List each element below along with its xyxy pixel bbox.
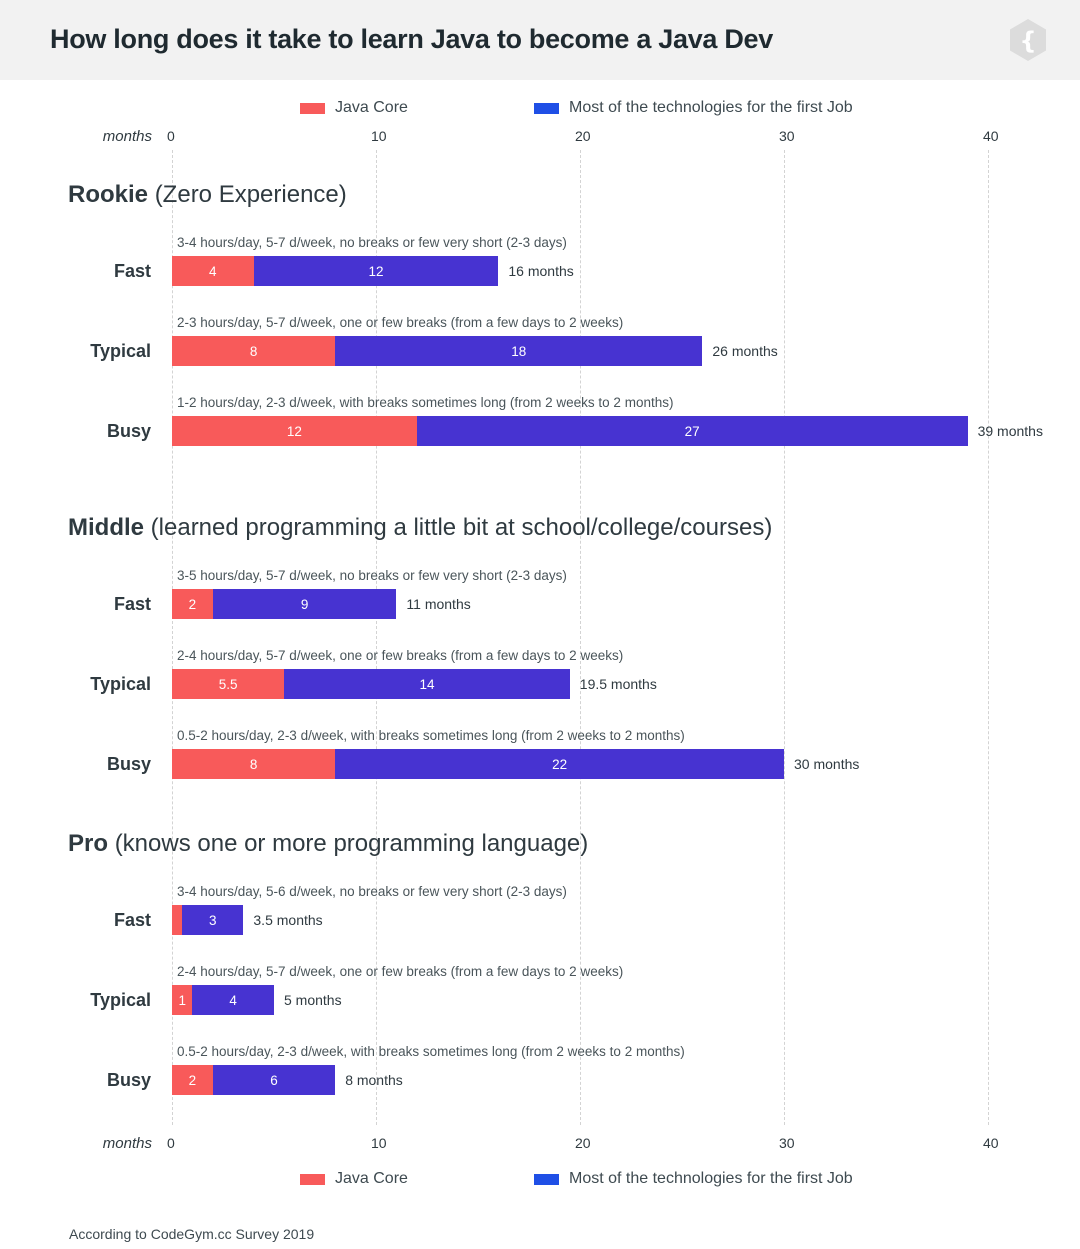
grid-line (988, 150, 989, 1125)
grid-line (784, 150, 785, 1125)
tick-label: 30 (779, 128, 795, 144)
tick-label: 40 (983, 1135, 999, 1151)
grid-line (376, 150, 377, 1125)
bar-total-label: 5 months (284, 992, 342, 1008)
bar-java-core: 4 (172, 256, 254, 286)
source-footnote: According to CodeGym.cc Survey 2019 (69, 1226, 315, 1242)
row-label: Typical (90, 990, 151, 1010)
group-title: Middle (learned programming a little bit… (68, 514, 772, 542)
legend-label: Java Core (335, 99, 408, 116)
row-description: 0.5-2 hours/day, 2-3 d/week, with breaks… (177, 728, 685, 743)
bar-technologies: 9 (212, 589, 397, 619)
row-description: 0.5-2 hours/day, 2-3 d/week, with breaks… (177, 1044, 685, 1059)
bar-technologies: 3 (182, 905, 244, 935)
row-description: 1-2 hours/day, 2-3 d/week, with breaks s… (177, 395, 674, 410)
legend-label: Most of the technologies for the first J… (569, 99, 853, 116)
bar-technologies: 18 (335, 336, 703, 366)
row-description: 2-4 hours/day, 5-7 d/week, one or few br… (177, 648, 624, 663)
bar-java-core: 12 (172, 416, 417, 446)
row-description: 3-4 hours/day, 5-7 d/week, no breaks or … (177, 235, 567, 250)
tick-label: 10 (371, 128, 387, 144)
chart-title: How long does it take to learn Java to b… (50, 24, 773, 54)
bar-technologies: 27 (416, 416, 968, 446)
group-name: Rookie (68, 181, 149, 208)
legend-item: Java Core (300, 1167, 408, 1191)
bar-java-core: 1 (172, 985, 193, 1015)
group-name: Middle (68, 514, 144, 541)
row-description: 3-5 hours/day, 5-7 d/week, no breaks or … (177, 568, 567, 583)
header-bar: How long does it take to learn Java to b… (0, 0, 1080, 80)
tick-label: 10 (371, 1135, 387, 1151)
tick-label: 0 (167, 128, 175, 144)
bar-java-core: 8 (172, 749, 336, 779)
bar-java-core: 5.5 (172, 669, 285, 699)
bar-java-core (172, 905, 183, 935)
legend-item: Most of the technologies for the first J… (534, 1167, 853, 1191)
legend-label: Java Core (335, 1170, 408, 1187)
bar-total-label: 16 months (508, 263, 574, 279)
grid-line (172, 150, 173, 1125)
group-subtitle: (knows one or more programming language) (114, 830, 589, 857)
tick-label: 20 (575, 1135, 591, 1151)
bar-java-core: 8 (172, 336, 336, 366)
legend-swatch (534, 1173, 559, 1185)
row-label: Busy (106, 421, 151, 441)
bar-technologies: 22 (335, 749, 784, 779)
bar-total-label: 8 months (345, 1072, 403, 1088)
row-description: 3-4 hours/day, 5-6 d/week, no breaks or … (177, 884, 567, 899)
tick-label: 30 (779, 1135, 795, 1151)
legend-item: Most of the technologies for the first J… (534, 96, 853, 120)
bar-total-label: 39 months (977, 423, 1043, 439)
bar-technologies: 14 (284, 669, 570, 699)
tick-label: 0 (167, 1135, 175, 1151)
group-subtitle: (Zero Experience) (154, 181, 347, 208)
row-label: Fast (113, 261, 151, 281)
axis-unit-label: months (102, 1135, 152, 1152)
bar-total-label: 26 months (712, 343, 778, 359)
x-axis-bottom: months 0 10 20 30 40 (0, 1135, 1080, 1155)
bar-total-label: 3.5 months (253, 912, 323, 928)
bar-total-label: 19.5 months (579, 676, 657, 692)
bar-technologies: 6 (212, 1065, 336, 1095)
row-label: Busy (106, 754, 151, 774)
row-label: Typical (90, 674, 151, 694)
bar-total-label: 11 months (406, 596, 471, 612)
row-description: 2-4 hours/day, 5-7 d/week, one or few br… (177, 964, 624, 979)
legend-swatch (534, 102, 559, 114)
legend-item: Java Core (300, 96, 408, 120)
group-title: Pro (knows one or more programming langu… (68, 830, 588, 858)
bar-technologies: 12 (253, 256, 499, 286)
row-label: Fast (113, 910, 151, 930)
group-name: Pro (68, 830, 109, 857)
grid-line (580, 150, 581, 1125)
x-axis-top: months 0 10 20 30 40 (0, 128, 1080, 148)
tick-label: 40 (983, 128, 999, 144)
axis-unit-label: months (102, 128, 152, 145)
row-description: 2-3 hours/day, 5-7 d/week, one or few br… (177, 315, 624, 330)
row-label: Typical (90, 341, 151, 361)
legend-swatch (300, 102, 325, 114)
svg-text:{: { (1019, 27, 1036, 55)
group-subtitle: (learned programming a little bit at sch… (150, 514, 773, 541)
bar-java-core: 2 (172, 589, 213, 619)
tick-label: 20 (575, 128, 591, 144)
row-label: Fast (113, 594, 151, 614)
bar-java-core: 2 (172, 1065, 213, 1095)
bar-total-label: 30 months (794, 756, 860, 772)
group-title: Rookie (Zero Experience) (68, 181, 347, 209)
bar-technologies: 4 (192, 985, 274, 1015)
row-label: Busy (106, 1070, 151, 1090)
legend-bottom: Java Core Most of the technologies for th… (0, 1167, 1080, 1191)
legend-swatch (300, 1173, 325, 1185)
legend-top: Java Core Most of the technologies for th… (0, 96, 1080, 120)
curly-brace-hexagon-icon: { (1010, 19, 1046, 61)
legend-label: Most of the technologies for the first J… (569, 1170, 853, 1187)
